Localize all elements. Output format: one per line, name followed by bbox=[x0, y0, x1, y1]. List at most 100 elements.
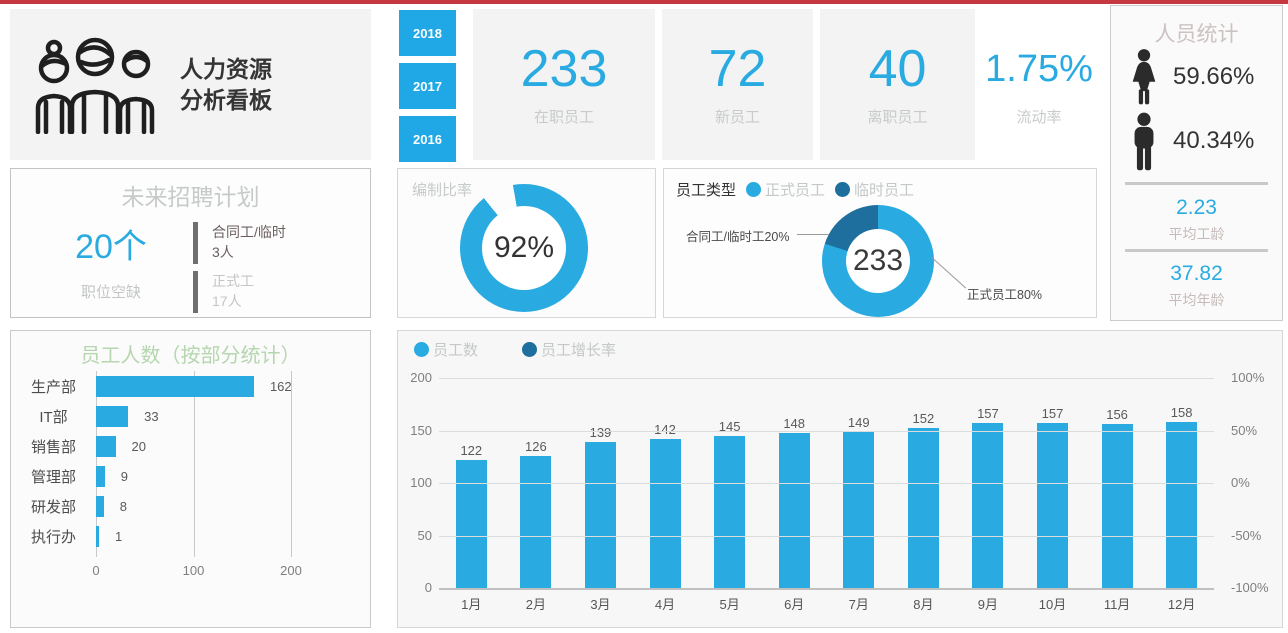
kpi-label: 流动率 bbox=[1016, 109, 1062, 126]
dept-bar[interactable] bbox=[96, 496, 104, 517]
monthly-bar-column: 126 bbox=[504, 378, 569, 588]
monthly-gridline bbox=[439, 483, 1214, 484]
monthly-bar[interactable] bbox=[520, 455, 552, 588]
right-axis-tick: 50% bbox=[1231, 422, 1258, 438]
monthly-bars: 122 126 139 142 145 148 149 152 157 157 156 158 bbox=[439, 378, 1214, 588]
employee-type-total: 233 bbox=[846, 229, 910, 293]
vacancy-label: 职位空缺 bbox=[80, 284, 141, 301]
callout-temp-label: 合同工/临时工20% bbox=[686, 230, 790, 244]
monthly-bar[interactable] bbox=[972, 423, 1004, 588]
year-button-2018[interactable]: 2018 bbox=[399, 10, 456, 56]
monthly-bar[interactable] bbox=[649, 438, 681, 588]
monthly-legend: 员工数 员工增长率 bbox=[414, 339, 660, 360]
monthly-bar[interactable] bbox=[907, 428, 939, 588]
item-name: 正式工 bbox=[212, 273, 254, 289]
monthly-bar-column: 139 bbox=[568, 378, 633, 588]
right-axis-tick: -50% bbox=[1231, 527, 1262, 543]
dept-row: 销售部 20 bbox=[11, 432, 362, 461]
right-axis-tick: 100% bbox=[1231, 370, 1265, 385]
dept-category-label: 管理部 bbox=[30, 469, 76, 486]
dept-bar-value: 162 bbox=[269, 379, 292, 394]
monthly-bar-column: 152 bbox=[891, 378, 956, 588]
monthly-bar[interactable] bbox=[1166, 422, 1198, 588]
kpi-value: 72 bbox=[708, 40, 767, 98]
dept-bar[interactable] bbox=[96, 406, 129, 427]
legend-dot-formal bbox=[746, 182, 762, 197]
dept-chart-title: 员工人数（按部分统计） bbox=[80, 345, 301, 367]
monthly-bar-column: 142 bbox=[633, 378, 698, 588]
kpi-value: 233 bbox=[520, 40, 608, 98]
year-button-2017[interactable]: 2017 bbox=[399, 63, 456, 109]
monthly-bar[interactable] bbox=[843, 431, 875, 588]
monthly-bar-column: 157 bbox=[956, 378, 1021, 588]
female-percentage: 59.66% bbox=[1173, 63, 1255, 90]
month-label: 10月 bbox=[1038, 597, 1067, 612]
month-label: 6月 bbox=[784, 597, 805, 612]
monthly-bar-value: 149 bbox=[847, 414, 870, 430]
male-stat-row: 40.34% bbox=[1127, 110, 1254, 172]
dept-bar[interactable] bbox=[96, 376, 254, 397]
dept-bar[interactable] bbox=[96, 466, 105, 487]
legend-label-temp[interactable]: 临时员工 bbox=[854, 182, 915, 199]
monthly-bar[interactable] bbox=[1036, 423, 1068, 588]
left-axis-tick: 150 bbox=[410, 422, 432, 438]
vacancy-count: 20个 bbox=[75, 228, 147, 266]
monthly-bar-value: 157 bbox=[977, 406, 999, 422]
employee-type-panel: 员工类型 正式员工 临时员工 233 合同工/临时工20% 正式员工80% bbox=[663, 168, 1097, 318]
month-label: 4月 bbox=[654, 597, 676, 612]
legend-label-headcount[interactable]: 员工数 bbox=[433, 342, 479, 359]
male-percentage: 40.34% bbox=[1173, 127, 1255, 154]
dept-gridline bbox=[96, 371, 97, 557]
dept-bar-value: 33 bbox=[144, 409, 159, 424]
monthly-gridline bbox=[439, 535, 1214, 537]
monthly-bar[interactable] bbox=[1101, 424, 1133, 588]
dept-bar[interactable] bbox=[96, 436, 116, 457]
kpi-active-employees: 233 在职员工 bbox=[473, 9, 655, 160]
monthly-bar-column: 157 bbox=[1020, 378, 1085, 588]
monthly-bar-column: 158 bbox=[1149, 378, 1214, 588]
dept-bar[interactable] bbox=[96, 526, 99, 547]
dept-category-label: 销售部 bbox=[30, 439, 76, 456]
month-label: 11月 bbox=[1103, 597, 1131, 612]
monthly-bar-value: 145 bbox=[718, 418, 741, 434]
monthly-bar[interactable] bbox=[455, 459, 487, 588]
kpi-label: 离职员工 bbox=[867, 109, 928, 126]
monthly-headcount-panel: 员工数 员工增长率 122 126 139 142 145 148 149 152 157 157… bbox=[397, 330, 1283, 628]
monthly-gridline bbox=[439, 588, 1214, 590]
item-count: 17人 bbox=[212, 293, 242, 309]
monthly-gridline bbox=[439, 430, 1214, 432]
monthly-plot: 122 126 139 142 145 148 149 152 157 157 156 158 200… bbox=[410, 370, 1268, 595]
recruit-item-contract: 合同工/临时 3人 bbox=[193, 222, 286, 264]
left-axis-tick: 0 bbox=[424, 580, 432, 595]
dept-bar-track: 1 bbox=[96, 522, 362, 551]
dept-axis-tick: 0 bbox=[92, 563, 100, 578]
staffing-ratio-donut[interactable]: 92% bbox=[460, 184, 588, 312]
personnel-stats-panel: 人员统计 59.66% 40.34% 2.23 平均工龄 37.82 平均年龄 bbox=[1110, 5, 1283, 321]
year-button-2016[interactable]: 2016 bbox=[399, 116, 456, 162]
monthly-bar[interactable] bbox=[584, 442, 616, 588]
employee-type-donut[interactable]: 233 bbox=[822, 205, 934, 317]
recruit-item-formal: 正式工 17人 bbox=[193, 271, 254, 313]
month-label: 3月 bbox=[590, 597, 611, 612]
avg-tenure-value: 2.23 bbox=[1176, 196, 1217, 219]
legend-dot-headcount bbox=[414, 342, 429, 357]
legend-label-growth[interactable]: 员工增长率 bbox=[541, 342, 617, 359]
monthly-bar-column: 145 bbox=[697, 378, 762, 588]
item-name: 合同工/临时 bbox=[212, 224, 286, 240]
callout-formal-line bbox=[931, 257, 967, 289]
staffing-ratio-panel: 编制比率 92% bbox=[397, 168, 656, 318]
monthly-bar-value: 156 bbox=[1106, 407, 1128, 423]
callout-formal-label: 正式员工80% bbox=[967, 288, 1043, 302]
left-axis-tick: 100 bbox=[410, 475, 432, 490]
left-axis-tick: 50 bbox=[417, 527, 432, 543]
staffing-ratio-value: 92% bbox=[482, 206, 566, 290]
monthly-bar[interactable] bbox=[778, 432, 810, 588]
kpi-label: 在职员工 bbox=[533, 109, 594, 126]
dept-row: 管理部 9 bbox=[11, 462, 362, 491]
monthly-gridline bbox=[439, 378, 1214, 379]
monthly-bar-value: 157 bbox=[1041, 406, 1064, 422]
legend-label-formal[interactable]: 正式员工 bbox=[765, 182, 826, 199]
monthly-bar[interactable] bbox=[714, 435, 746, 588]
dept-row: 生产部 162 bbox=[11, 372, 362, 401]
